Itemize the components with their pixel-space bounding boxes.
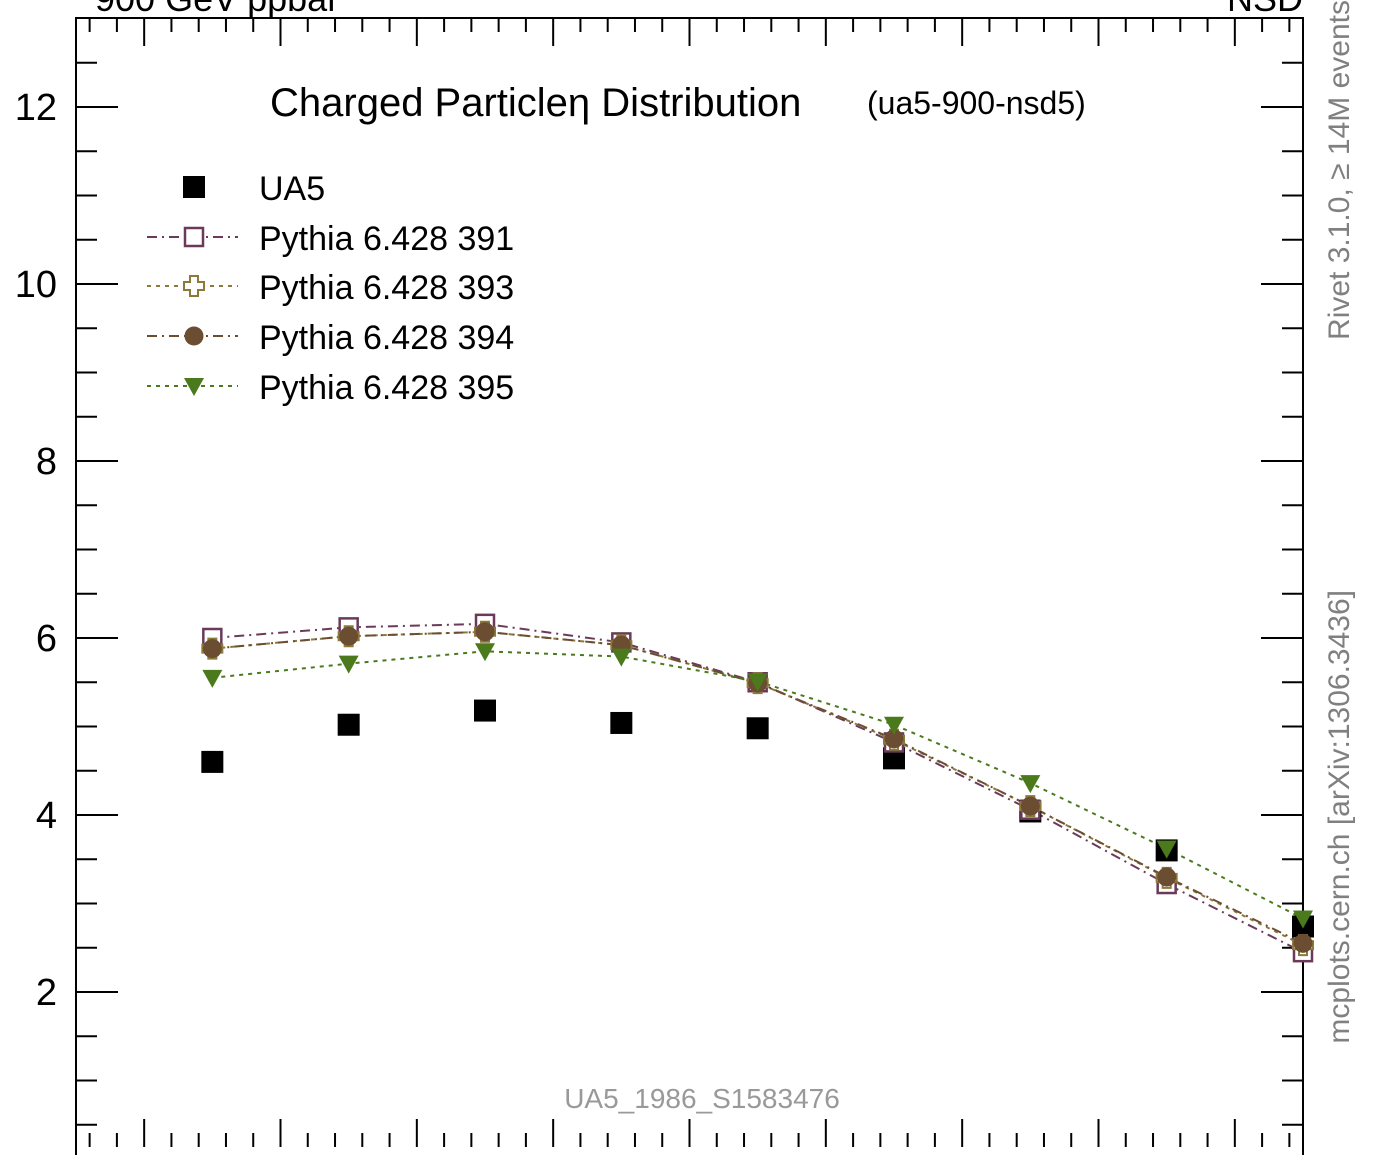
data-point-series-0 bbox=[337, 713, 360, 736]
y-tick-label: 12 bbox=[15, 87, 57, 129]
data-point-series-4 bbox=[747, 673, 768, 692]
legend-marker-1 bbox=[183, 226, 205, 248]
rivet-version-label: Rivet 3.1.0, ≥ 14M events bbox=[1323, 0, 1356, 340]
legend-label-1: Pythia 6.428 391 bbox=[259, 220, 514, 258]
chart-title: Charged Particleη Distribution bbox=[270, 81, 801, 125]
y-tick-label: 6 bbox=[36, 618, 57, 660]
legend-marker-3 bbox=[184, 326, 204, 346]
y-tick-label: 4 bbox=[36, 795, 57, 837]
y-tick-label: 10 bbox=[15, 264, 57, 306]
data-point-series-4 bbox=[475, 643, 495, 662]
legend-marker-2 bbox=[183, 275, 205, 297]
legend-label-4: Pythia 6.428 395 bbox=[259, 369, 514, 407]
y-tick-label: 8 bbox=[36, 441, 57, 483]
data-point-series-3 bbox=[1293, 933, 1313, 953]
data-point-series-4 bbox=[884, 716, 904, 735]
legend: UA5 Pythia 6.428 391 Pythia 6.428 393 Pythi… bbox=[147, 170, 514, 407]
source-label: mcplots.cern.ch [arXiv:1306.3436] bbox=[1323, 590, 1356, 1044]
data-point-series-0 bbox=[883, 747, 905, 770]
series-line-4 bbox=[212, 650, 1304, 920]
data-point-series-0 bbox=[746, 717, 769, 740]
data-point-series-0 bbox=[610, 711, 633, 734]
data-point-series-3 bbox=[1020, 796, 1040, 816]
chart-subtitle: (ua5-900-nsd5) bbox=[867, 85, 1086, 121]
data-point-series-3 bbox=[339, 626, 359, 646]
data-point-series-4 bbox=[1156, 840, 1177, 859]
legend-label-3: Pythia 6.428 394 bbox=[259, 319, 514, 357]
data-point-series-4 bbox=[202, 669, 223, 688]
data-point-series-3 bbox=[884, 729, 904, 749]
legend-marker-0 bbox=[183, 176, 205, 198]
legend-marker-4 bbox=[184, 378, 204, 396]
watermark-label: UA5_1986_S1583476 bbox=[564, 1083, 840, 1114]
data-point-series-4 bbox=[1293, 910, 1313, 929]
data-point-series-3 bbox=[202, 639, 222, 659]
data-point-series-0 bbox=[201, 750, 224, 773]
data-point-series-3 bbox=[1157, 867, 1177, 887]
data-point-series-4 bbox=[338, 655, 359, 674]
y-tick-label: 2 bbox=[36, 972, 57, 1014]
header-left-label: 900 GeV ppbar bbox=[95, 0, 339, 20]
data-point-series-3 bbox=[475, 622, 495, 642]
data-point-series-0 bbox=[474, 699, 496, 722]
header-right-label: NSD bbox=[1227, 0, 1303, 20]
legend-label-0: UA5 bbox=[259, 170, 325, 208]
data-point-series-4 bbox=[1020, 775, 1041, 794]
data-point-series-4 bbox=[611, 648, 632, 667]
legend-label-2: Pythia 6.428 393 bbox=[259, 269, 514, 307]
